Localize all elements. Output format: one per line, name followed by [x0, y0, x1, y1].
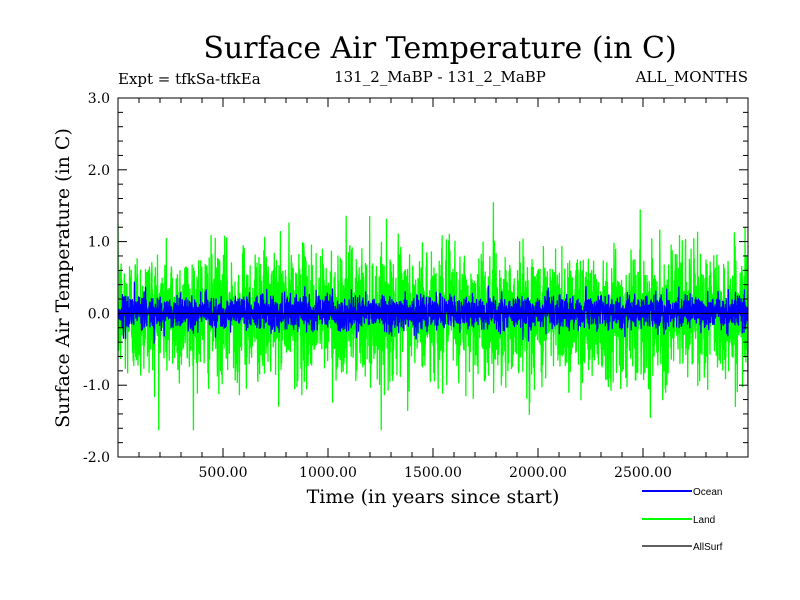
x-axis-label: Time (in years since start): [307, 486, 560, 508]
x-tick-label: 1500.00: [404, 465, 462, 481]
chart-title: Surface Air Temperature (in C): [203, 31, 676, 66]
y-tick-label: -2.0: [83, 450, 110, 466]
x-tick-label: 2500.00: [614, 465, 672, 481]
legend-label-land: Land: [693, 515, 715, 526]
subtitle-left: Expt = tfkSa-tfkEa: [118, 70, 261, 88]
series-ocean-line: [118, 281, 748, 344]
legend-label-allsurf: AllSurf: [693, 542, 723, 553]
legend: Ocean Land AllSurf: [642, 487, 723, 553]
y-tick-label: 2.0: [88, 163, 110, 179]
legend-label-ocean: Ocean: [693, 487, 722, 498]
x-tick-label: 500.00: [199, 465, 248, 481]
x-tick-label: 1000.00: [299, 465, 357, 481]
subtitle-center: 131_2_MaBP - 131_2_MaBP: [334, 68, 546, 86]
x-tick-label: 2000.00: [509, 465, 567, 481]
y-tick-label: 3.0: [88, 91, 110, 107]
y-tick-label: -1.0: [83, 378, 110, 394]
y-axis-label: Surface Air Temperature (in C): [52, 128, 74, 428]
subtitle-right: ALL_MONTHS: [635, 68, 748, 86]
y-tick-label: 1.0: [88, 235, 110, 251]
y-tick-label: 0.0: [88, 306, 110, 322]
